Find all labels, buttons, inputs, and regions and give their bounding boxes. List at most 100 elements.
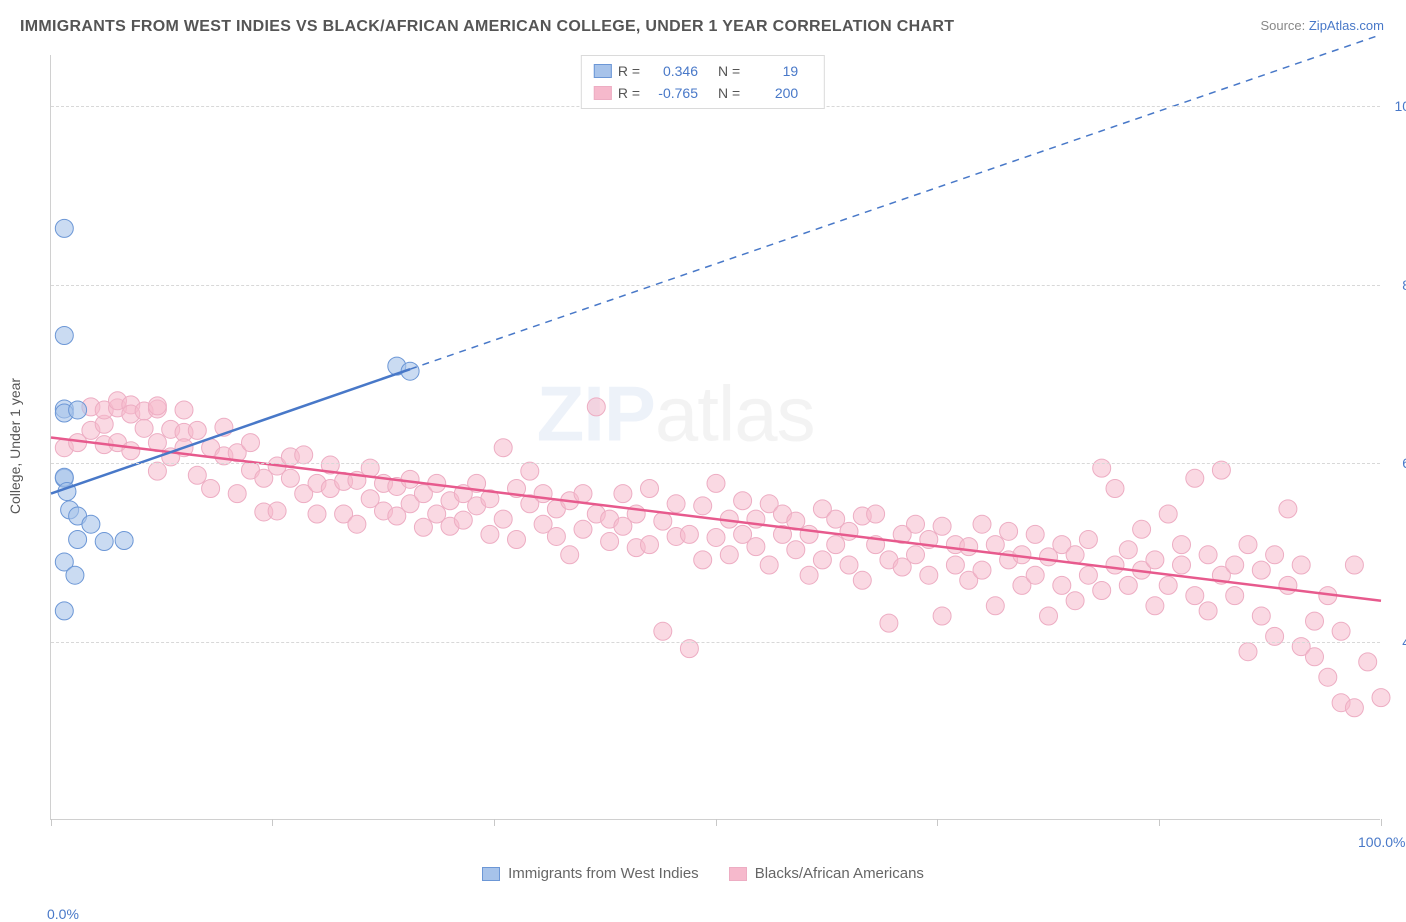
scatter-point — [348, 515, 366, 533]
source-link[interactable]: ZipAtlas.com — [1309, 18, 1384, 33]
scatter-point — [1186, 587, 1204, 605]
scatter-point — [242, 434, 260, 452]
scatter-point — [734, 492, 752, 510]
scatter-point — [973, 561, 991, 579]
scatter-point — [587, 398, 605, 416]
scatter-point — [1119, 541, 1137, 559]
scatter-point — [1266, 546, 1284, 564]
scatter-point — [800, 525, 818, 543]
scatter-point — [986, 597, 1004, 615]
scatter-point — [1066, 592, 1084, 610]
scatter-point — [115, 532, 133, 550]
scatter-point — [95, 533, 113, 551]
legend-row-west_indies: R =0.346N =19 — [594, 60, 812, 82]
scatter-point — [707, 474, 725, 492]
scatter-point — [1106, 480, 1124, 498]
scatter-point — [188, 466, 206, 484]
scatter-point — [694, 497, 712, 515]
legend-r-label: R = — [618, 60, 640, 82]
x-tick-mark — [272, 819, 273, 826]
scatter-point — [601, 533, 619, 551]
correlation-legend: R = 0.346 N = 19R =-0.765N =200 — [581, 55, 825, 109]
scatter-point — [680, 525, 698, 543]
scatter-point — [122, 442, 140, 460]
scatter-point — [561, 546, 579, 564]
legend-n-label: N = — [718, 82, 740, 104]
scatter-point — [920, 566, 938, 584]
scatter-point — [1252, 607, 1270, 625]
y-tick-label: 100.0% — [1395, 98, 1406, 114]
scatter-point — [148, 397, 166, 415]
scatter-point — [641, 536, 659, 554]
scatter-point — [654, 512, 672, 530]
scatter-point — [1053, 576, 1071, 594]
scatter-point — [1279, 576, 1297, 594]
scatter-point — [521, 462, 539, 480]
scatter-point — [55, 327, 73, 345]
y-tick-label: 65.0% — [1402, 455, 1406, 471]
scatter-point — [1252, 561, 1270, 579]
scatter-point — [547, 527, 565, 545]
chart-title: IMMIGRANTS FROM WEST INDIES VS BLACK/AFR… — [20, 18, 954, 36]
scatter-point — [1079, 531, 1097, 549]
scatter-point — [1292, 556, 1310, 574]
scatter-point — [1026, 566, 1044, 584]
footer-legend-label: Blacks/African Americans — [755, 865, 924, 882]
footer-legend-item: Blacks/African Americans — [729, 865, 924, 882]
footer-legend: Immigrants from West Indies Blacks/Africa… — [0, 865, 1406, 882]
scatter-point — [1332, 622, 1350, 640]
x-tick-last: 100.0% — [1358, 834, 1405, 850]
scatter-point — [481, 525, 499, 543]
scatter-point — [574, 485, 592, 503]
footer-legend-item: Immigrants from West Indies — [482, 865, 699, 882]
scatter-point — [760, 556, 778, 574]
scatter-point — [1173, 536, 1191, 554]
scatter-point — [1093, 582, 1111, 600]
scatter-point — [986, 536, 1004, 554]
scatter-point — [268, 502, 286, 520]
series-black_aa — [55, 392, 1390, 717]
scatter-point — [813, 551, 831, 569]
legend-r-value: 0.346 — [646, 60, 698, 82]
scatter-point — [840, 522, 858, 540]
x-tick-mark — [1381, 819, 1382, 826]
scatter-point — [933, 607, 951, 625]
scatter-point — [853, 571, 871, 589]
legend-row-black_aa: R =-0.765N =200 — [594, 82, 812, 104]
scatter-point — [840, 556, 858, 574]
scatter-point — [69, 401, 87, 419]
legend-swatch — [594, 86, 612, 100]
scatter-point — [787, 541, 805, 559]
scatter-point — [494, 439, 512, 457]
gridline-h — [51, 463, 1380, 464]
scatter-point — [1159, 505, 1177, 523]
scatter-point — [508, 531, 526, 549]
scatter-point — [1173, 556, 1191, 574]
legend-swatch — [729, 867, 747, 881]
x-tick-mark — [494, 819, 495, 826]
gridline-h — [51, 285, 1380, 286]
scatter-point — [308, 505, 326, 523]
legend-r-label: R = — [618, 82, 640, 104]
scatter-point — [1359, 653, 1377, 671]
legend-swatch — [482, 867, 500, 881]
scatter-point — [574, 520, 592, 538]
legend-n-value: 19 — [746, 60, 798, 82]
scatter-point — [1119, 576, 1137, 594]
scatter-point — [667, 495, 685, 513]
scatter-point — [1133, 520, 1151, 538]
scatter-point — [933, 517, 951, 535]
scatter-point — [1345, 699, 1363, 717]
scatter-point — [1026, 525, 1044, 543]
scatter-point — [454, 511, 472, 529]
scatter-point — [747, 538, 765, 556]
scatter-point — [827, 536, 845, 554]
scatter-point — [361, 459, 379, 477]
scatter-point — [1066, 546, 1084, 564]
scatter-point — [880, 614, 898, 632]
scatter-point — [1040, 607, 1058, 625]
scatter-point — [401, 470, 419, 488]
x-tick-mark — [937, 819, 938, 826]
scatter-point — [1093, 459, 1111, 477]
scatter-point — [1199, 602, 1217, 620]
